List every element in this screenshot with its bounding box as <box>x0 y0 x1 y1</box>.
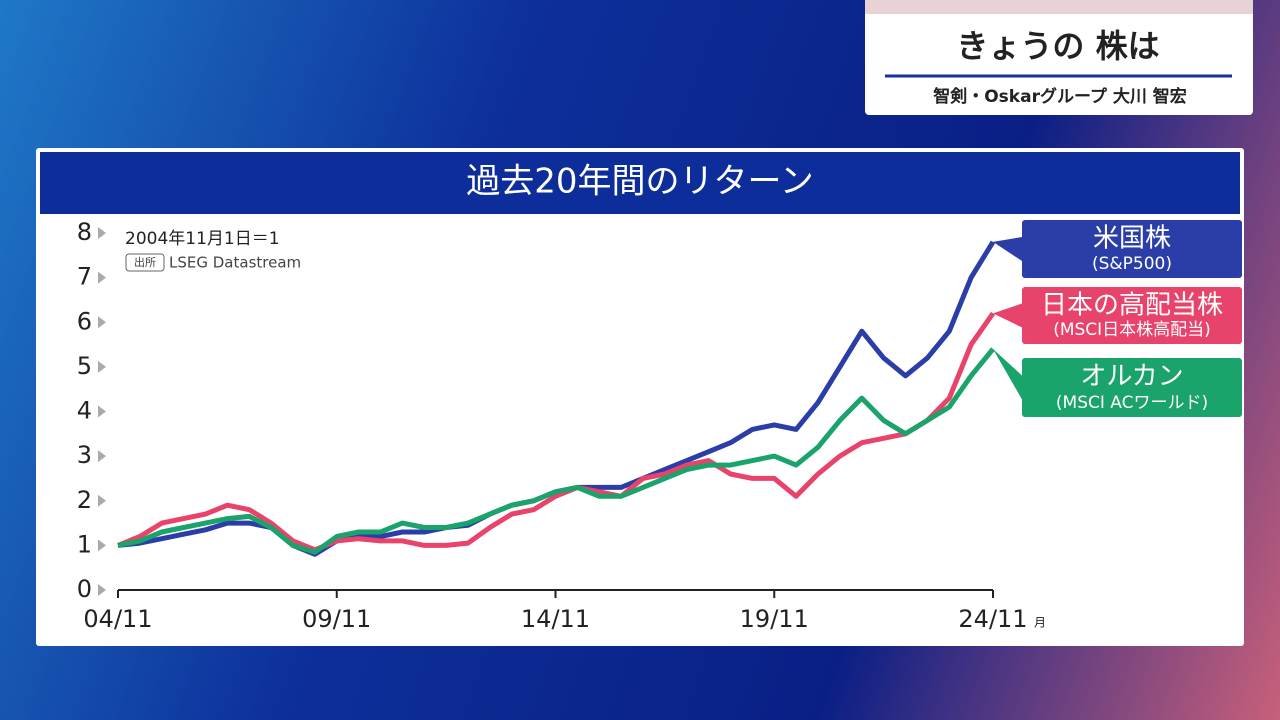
x-tick-label: 04/11 <box>83 605 152 633</box>
series-line <box>117 347 995 555</box>
y-tick-label: 4 <box>77 397 92 425</box>
y-tick-mark <box>98 271 106 284</box>
legend-label: 日本の高配当株 <box>1041 291 1223 321</box>
legend-label: 米国株 <box>1093 224 1171 254</box>
y-tick-mark <box>98 405 106 418</box>
source-label: 出所 <box>134 255 156 269</box>
source: LSEG Datastream <box>169 254 301 272</box>
x-tick-label: 24/11 <box>958 605 1027 633</box>
y-tick-label: 3 <box>77 441 92 469</box>
header-card <box>865 0 1253 115</box>
legend-index: (MSCI日本株高配当) <box>1053 320 1211 340</box>
series-line <box>117 311 996 553</box>
y-tick-label: 7 <box>77 263 92 291</box>
x-tick-label: 14/11 <box>521 605 590 633</box>
legend-pointer <box>993 303 1022 328</box>
legend-pointer <box>993 237 1022 261</box>
legend-box <box>1022 358 1242 417</box>
source-badge <box>125 253 165 272</box>
title-bar <box>40 152 1240 214</box>
header-subtitle: 智剣・Oskarグループ 大川 智宏 <box>933 86 1187 107</box>
legend-box <box>1022 287 1242 344</box>
y-tick-mark <box>98 360 106 373</box>
header-title: きょうの 株は <box>956 27 1159 65</box>
y-tick-label: 0 <box>77 575 92 603</box>
legend-index: (MSCI ACワールド) <box>1056 393 1208 413</box>
y-tick-mark <box>98 450 106 463</box>
legend-label: オルカン <box>1080 362 1183 392</box>
y-tick-mark <box>98 584 106 596</box>
legend-box <box>1022 220 1242 278</box>
y-tick-mark <box>98 316 106 329</box>
y-tick-label: 5 <box>77 352 92 380</box>
x-tick-label: 09/11 <box>302 605 371 633</box>
legend-index: (S&P500) <box>1092 254 1172 274</box>
y-tick-mark <box>98 539 106 552</box>
annotation: 2004年11月1日＝1 <box>125 229 280 249</box>
x-unit: 月 <box>1034 616 1046 630</box>
y-tick-label: 8 <box>77 218 92 246</box>
y-tick-label: 6 <box>77 307 92 335</box>
y-tick-label: 1 <box>77 530 92 558</box>
x-tick-label: 19/11 <box>740 605 809 633</box>
y-tick-label: 2 <box>77 486 92 514</box>
y-tick-mark <box>98 494 106 507</box>
header-strip <box>865 0 1253 14</box>
chart-panel <box>36 148 1244 646</box>
chart-title: 過去20年間のリターン <box>466 162 814 202</box>
y-tick-mark <box>98 227 106 239</box>
legend-pointer <box>993 349 1022 400</box>
